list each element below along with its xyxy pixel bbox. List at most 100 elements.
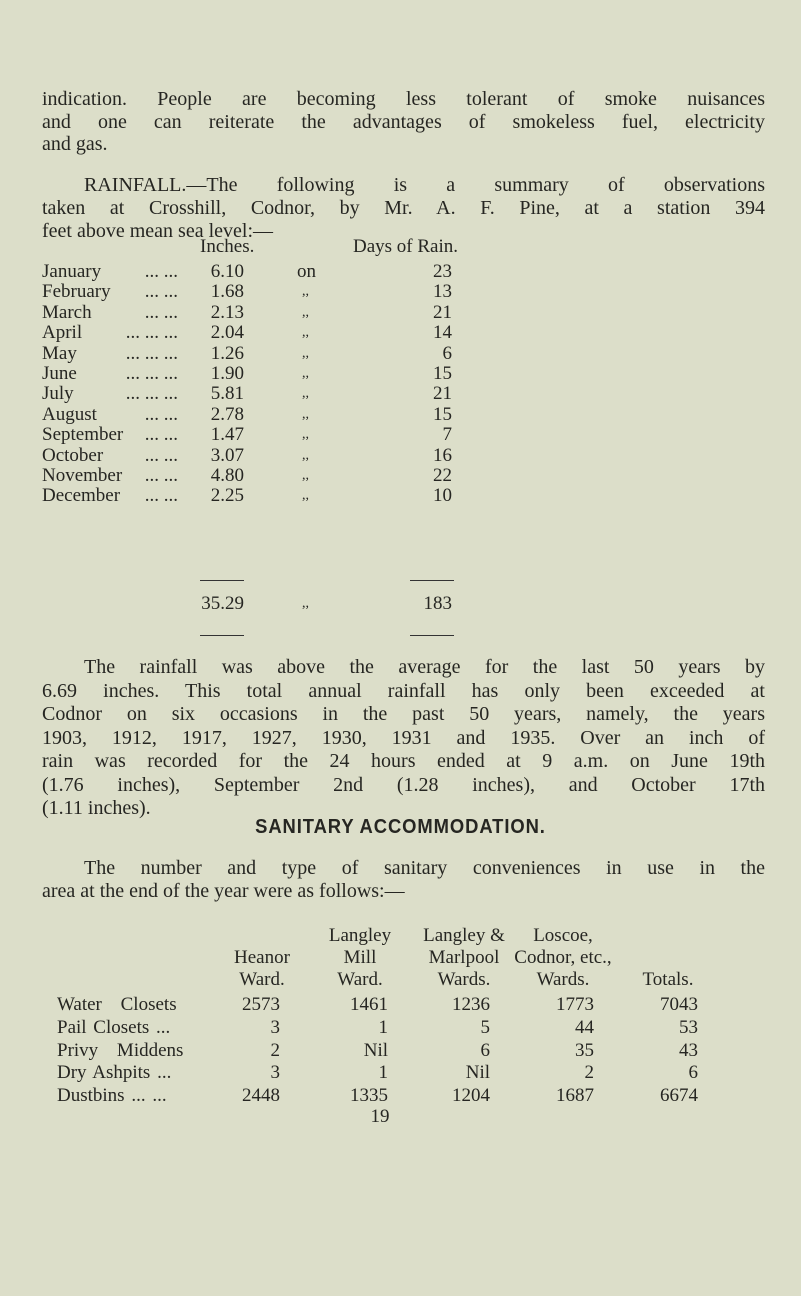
total-days: 183 [423,593,453,614]
page-number: 19 [370,1106,390,1127]
cell-value: 43 [679,1039,698,1061]
days-value: 13 [433,281,452,303]
leader-dots: ... ... [144,281,178,303]
column-header: Ward. [337,969,383,990]
column-header: Marlpool [428,947,500,968]
inches-header: Inches. [200,236,255,257]
leader-dots: ... ... [144,444,178,466]
inches-value: 1.47 [210,424,244,446]
cell-value: Nil [363,1039,388,1061]
cell-value: 2448 [242,1085,280,1107]
month-label: February [42,281,111,303]
column-header: Langley [328,925,392,946]
days-value: 16 [433,444,452,466]
cell-value: 2 [270,1039,281,1061]
leader-dots: ... ... [144,301,178,323]
cell-value: 44 [575,1016,594,1038]
total-sep: ,, [302,596,309,611]
text-line: The rainfall was above the average for t… [84,656,765,678]
inches-value: 2.78 [210,403,244,425]
text-line: rain was recorded for the 24 hours ended… [42,750,765,772]
text-line: (1.11 inches). [42,797,151,819]
total-rule [200,580,244,581]
column-header: Mill [343,947,377,968]
days-value: 10 [433,485,452,507]
text-line: area at the end of the year were as foll… [42,880,405,902]
cell-value: 35 [575,1039,594,1061]
section-heading: SANITARY ACCOMMODATION. [255,816,546,838]
days-value: 15 [433,363,452,384]
cell-value: 1236 [452,994,490,1015]
column-header: Wards. [536,969,590,990]
separator: ,, [302,366,309,381]
bottom-rule [410,635,454,636]
days-value: 21 [433,301,452,323]
row-label: Water Closets [57,994,177,1015]
leader-dots: ... ... [144,465,178,486]
leader-dots: ... ... [144,403,178,425]
cell-value: Nil [465,1062,490,1084]
column-header: Totals. [642,969,694,990]
separator: ,, [302,325,309,341]
cell-value: 1335 [350,1085,388,1107]
separator: ,, [302,406,309,422]
cell-value: 1687 [556,1085,594,1107]
column-header: Heanor [234,947,290,968]
separator: ,, [302,468,309,483]
column-header: Ward. [239,969,285,990]
cell-value: 6674 [660,1085,698,1107]
row-label: Pail Closets ... [57,1016,171,1038]
separator: on [297,261,316,282]
leader-dots: ... ... [144,424,178,446]
text-line: 1903, 1912, 1917, 1927, 1930, 1931 and 1… [42,726,765,749]
inches-value: 2.04 [210,322,244,344]
days-value: 14 [433,322,452,344]
text-line: and one can reiterate the advantages of … [42,110,765,133]
cell-value: 1204 [452,1085,490,1107]
separator: ,, [302,427,309,443]
cell-value: 6 [688,1062,699,1084]
inches-value: 6.10 [210,261,244,282]
column-header: Langley & [423,925,505,946]
month-label: March [42,301,92,323]
text-line: and gas. [42,133,108,155]
leader-dots: ... ... ... [125,363,178,384]
row-label: Privy Middens [57,1039,184,1061]
month-label: December [42,485,121,507]
month-label: September [42,424,124,446]
leader-dots: ... ... [144,261,178,282]
text-line: taken at Crosshill, Codnor, by Mr. A. F.… [42,197,765,219]
text-line: feet above mean sea level:— [42,220,273,242]
days-value: 7 [442,424,453,446]
leader-dots: ... ... ... [125,322,178,344]
bottom-rule [200,635,244,636]
days-value: 21 [433,383,452,405]
days-value: 15 [433,403,452,425]
separator: ,, [302,488,309,504]
column-header: Wards. [437,969,491,990]
cell-value: 1 [378,1016,389,1038]
days-value: 6 [442,342,453,364]
leader-dots: ... ... ... [125,342,178,364]
inches-value: 1.68 [210,281,244,303]
text-line: indication. People are becoming less tol… [42,88,765,110]
separator: ,, [302,284,309,300]
inches-value: 1.26 [210,342,244,364]
column-header: Codnor, etc., [514,947,612,968]
text-line: (1.76 inches), September 2nd (1.28 inche… [42,773,765,796]
days-header: Days of Rain. [353,236,459,257]
cell-value: 1 [378,1062,389,1084]
cell-value: 3 [270,1062,281,1084]
total-inches: 35.29 [201,593,244,614]
inches-value: 1.90 [210,363,244,384]
days-value: 23 [433,261,452,282]
separator: ,, [302,345,309,361]
cell-value: 3 [270,1016,281,1038]
cell-value: 1773 [556,994,594,1015]
inches-value: 2.13 [210,301,244,323]
month-label: November [42,465,123,486]
cell-value: 2 [584,1062,595,1084]
inches-value: 5.81 [210,383,244,405]
month-label: July [42,383,74,405]
cell-value: 2573 [242,994,280,1015]
